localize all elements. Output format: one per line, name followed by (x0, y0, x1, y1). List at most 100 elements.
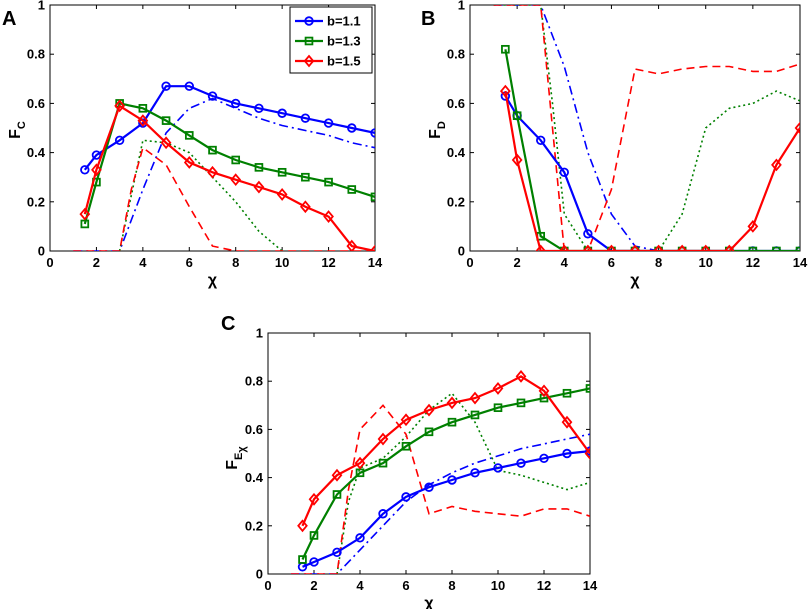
x-tick-label: 2 (310, 578, 317, 593)
data-point (161, 81, 171, 91)
x-tick-label: 14 (368, 255, 383, 270)
panel-c: 0 2 4 6 8 10 12 14 0 0.2 0.4 0.6 0.8 1 Cχ FEχ (221, 313, 598, 609)
x-tick-label: 14 (583, 578, 598, 593)
data-point (561, 415, 573, 429)
series-dotted-line (493, 5, 800, 251)
data-point (79, 207, 91, 221)
data-point (346, 239, 358, 251)
y-tick-label: 0.6 (27, 96, 45, 111)
data-point (653, 244, 664, 251)
data-point (724, 246, 734, 251)
data-point (91, 163, 102, 177)
data-point (184, 81, 194, 91)
data-point (447, 417, 457, 427)
data-point (347, 185, 357, 194)
panel-label: B (421, 8, 435, 30)
data-point (277, 167, 287, 177)
x-axis-label: χ (208, 272, 218, 289)
data-point (470, 468, 480, 478)
data-point (254, 163, 264, 172)
data-point (355, 533, 365, 543)
data-point (511, 153, 523, 167)
x-tick-label: 6 (608, 255, 615, 270)
data-point (208, 145, 217, 155)
y-axis-label: FEχ (224, 446, 248, 470)
data-point (161, 116, 171, 125)
y-tick-label: 0 (458, 244, 465, 259)
data-point (400, 413, 412, 427)
x-tick-label: 6 (402, 578, 409, 593)
x-tick-label: 14 (793, 255, 808, 270)
y-tick-label: 0.4 (27, 145, 46, 160)
series-dashdot-line (291, 433, 590, 574)
data-point (515, 369, 527, 383)
x-tick-label: 0 (264, 578, 271, 593)
x-tick-label: 12 (321, 255, 335, 270)
data-point (231, 98, 241, 109)
legend-marker (304, 36, 314, 46)
series-dashdot-line (73, 97, 375, 251)
data-point (424, 482, 434, 492)
data-point (582, 244, 594, 251)
data-point (516, 398, 526, 408)
y-tick-label: 1 (256, 326, 263, 341)
data-point (230, 173, 242, 187)
data-point (748, 246, 758, 251)
y-tick-label: 0.2 (447, 194, 465, 209)
legend-marker (304, 16, 314, 26)
data-point (183, 156, 195, 169)
data-point (378, 509, 388, 519)
panel-label: A (2, 8, 16, 30)
data-point (424, 427, 434, 437)
x-tick-label: 8 (448, 578, 455, 593)
data-point (469, 391, 481, 405)
data-point (630, 246, 640, 251)
data-point (536, 135, 546, 145)
data-point (794, 121, 800, 135)
x-tick-label: 6 (186, 255, 193, 270)
y-axis-label-group: FD (427, 121, 448, 139)
series-dashed-line (493, 5, 800, 251)
x-tick-label: 8 (655, 255, 662, 270)
data-point (323, 118, 334, 128)
x-tick-label: 2 (93, 255, 100, 270)
data-point (559, 167, 569, 177)
series-b-15-line (301, 375, 590, 527)
y-tick-label: 0.4 (245, 470, 264, 485)
data-point (300, 113, 311, 123)
series-dashed-line (291, 404, 590, 574)
data-point (562, 388, 572, 398)
y-tick-label: 0 (256, 567, 263, 582)
data-point (492, 382, 504, 395)
panel-label: C (221, 313, 235, 335)
panel-b: 0 2 4 6 8 10 12 14 0 0.2 0.4 0.6 0.8 1 Bχ FD (421, 0, 808, 289)
y-tick-label: 0.2 (245, 518, 263, 533)
data-point (80, 165, 90, 175)
data-point (331, 468, 343, 482)
series-dashdot-line (493, 5, 800, 251)
data-point (677, 246, 687, 251)
data-point (559, 246, 569, 251)
data-point (309, 557, 319, 567)
legend-label: b=1.5 (327, 54, 361, 69)
data-point (231, 155, 241, 165)
y-tick-label: 0.2 (27, 194, 45, 209)
data-point (701, 246, 711, 251)
data-point (207, 91, 218, 101)
data-point (795, 246, 800, 251)
data-point (585, 384, 590, 393)
data-point (138, 104, 148, 113)
series-b-11-line (504, 95, 800, 251)
series-group (291, 369, 590, 574)
data-point (184, 131, 194, 140)
data-point (297, 519, 308, 533)
data-point (493, 403, 503, 413)
plot-frame (267, 332, 591, 575)
data-point (585, 446, 590, 456)
data-point (539, 453, 549, 464)
data-point (298, 555, 307, 564)
x-axis-label: χ (630, 272, 640, 289)
y-tick-label: 0 (38, 244, 45, 259)
data-point (347, 123, 357, 133)
